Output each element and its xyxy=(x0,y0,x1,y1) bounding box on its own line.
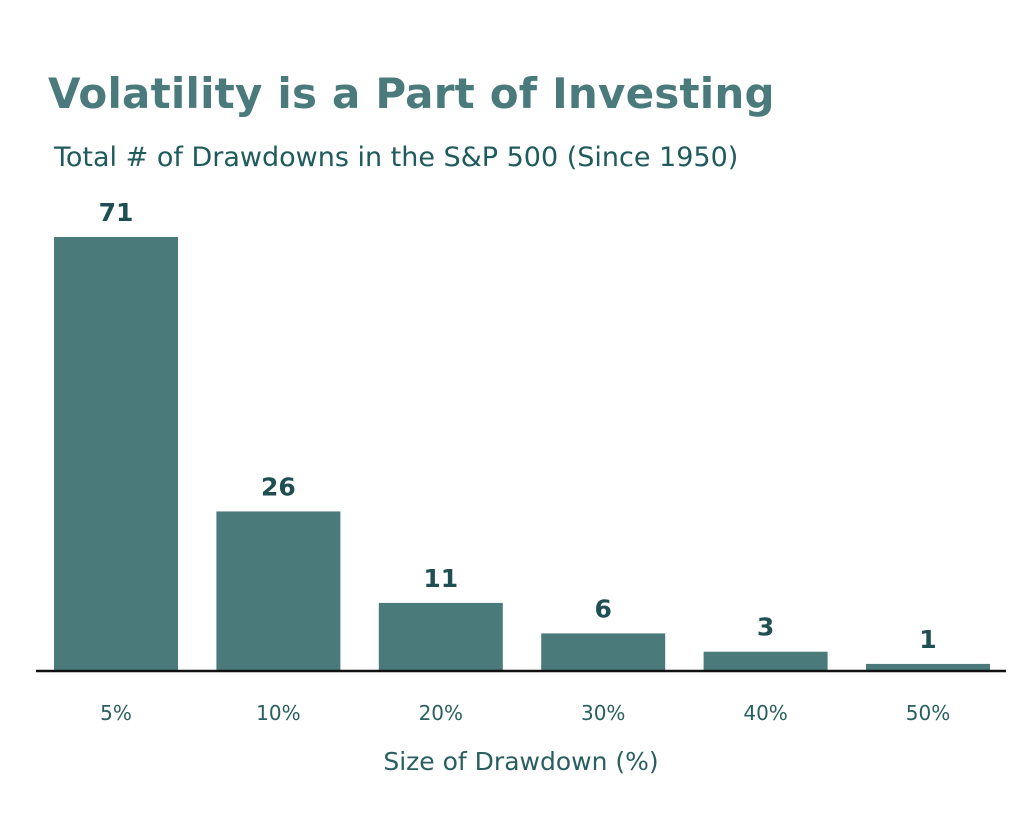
chart-title: Volatility is a Part of Investing xyxy=(48,69,775,118)
value-label: 1 xyxy=(919,625,936,654)
x-tick-label: 40% xyxy=(743,701,787,725)
bar-30pct xyxy=(541,633,666,670)
bars-layer xyxy=(54,237,990,670)
value-label: 6 xyxy=(594,594,611,623)
x-tick-label: 20% xyxy=(419,701,463,725)
x-tick-label: 10% xyxy=(256,701,300,725)
x-tick-label: 30% xyxy=(581,701,625,725)
bar-5pct xyxy=(54,237,178,670)
x-axis-title: Size of Drawdown (%) xyxy=(383,747,658,776)
value-label: 71 xyxy=(99,198,134,227)
value-label: 26 xyxy=(261,472,296,501)
bar-40pct xyxy=(703,651,828,670)
chart-subtitle: Total # of Drawdowns in the S&P 500 (Sin… xyxy=(54,142,739,173)
bar-20pct xyxy=(378,602,503,670)
tick-labels-layer: 5% 10% 20% 30% 40% 50% xyxy=(100,701,950,725)
bar-10pct xyxy=(216,511,341,670)
x-tick-label: 50% xyxy=(906,701,950,725)
x-tick-label: 5% xyxy=(100,701,132,725)
value-label: 3 xyxy=(757,613,774,642)
bar-50pct xyxy=(866,663,990,670)
value-labels-layer: 71 26 11 6 3 1 xyxy=(99,198,937,654)
value-label: 11 xyxy=(423,564,458,593)
